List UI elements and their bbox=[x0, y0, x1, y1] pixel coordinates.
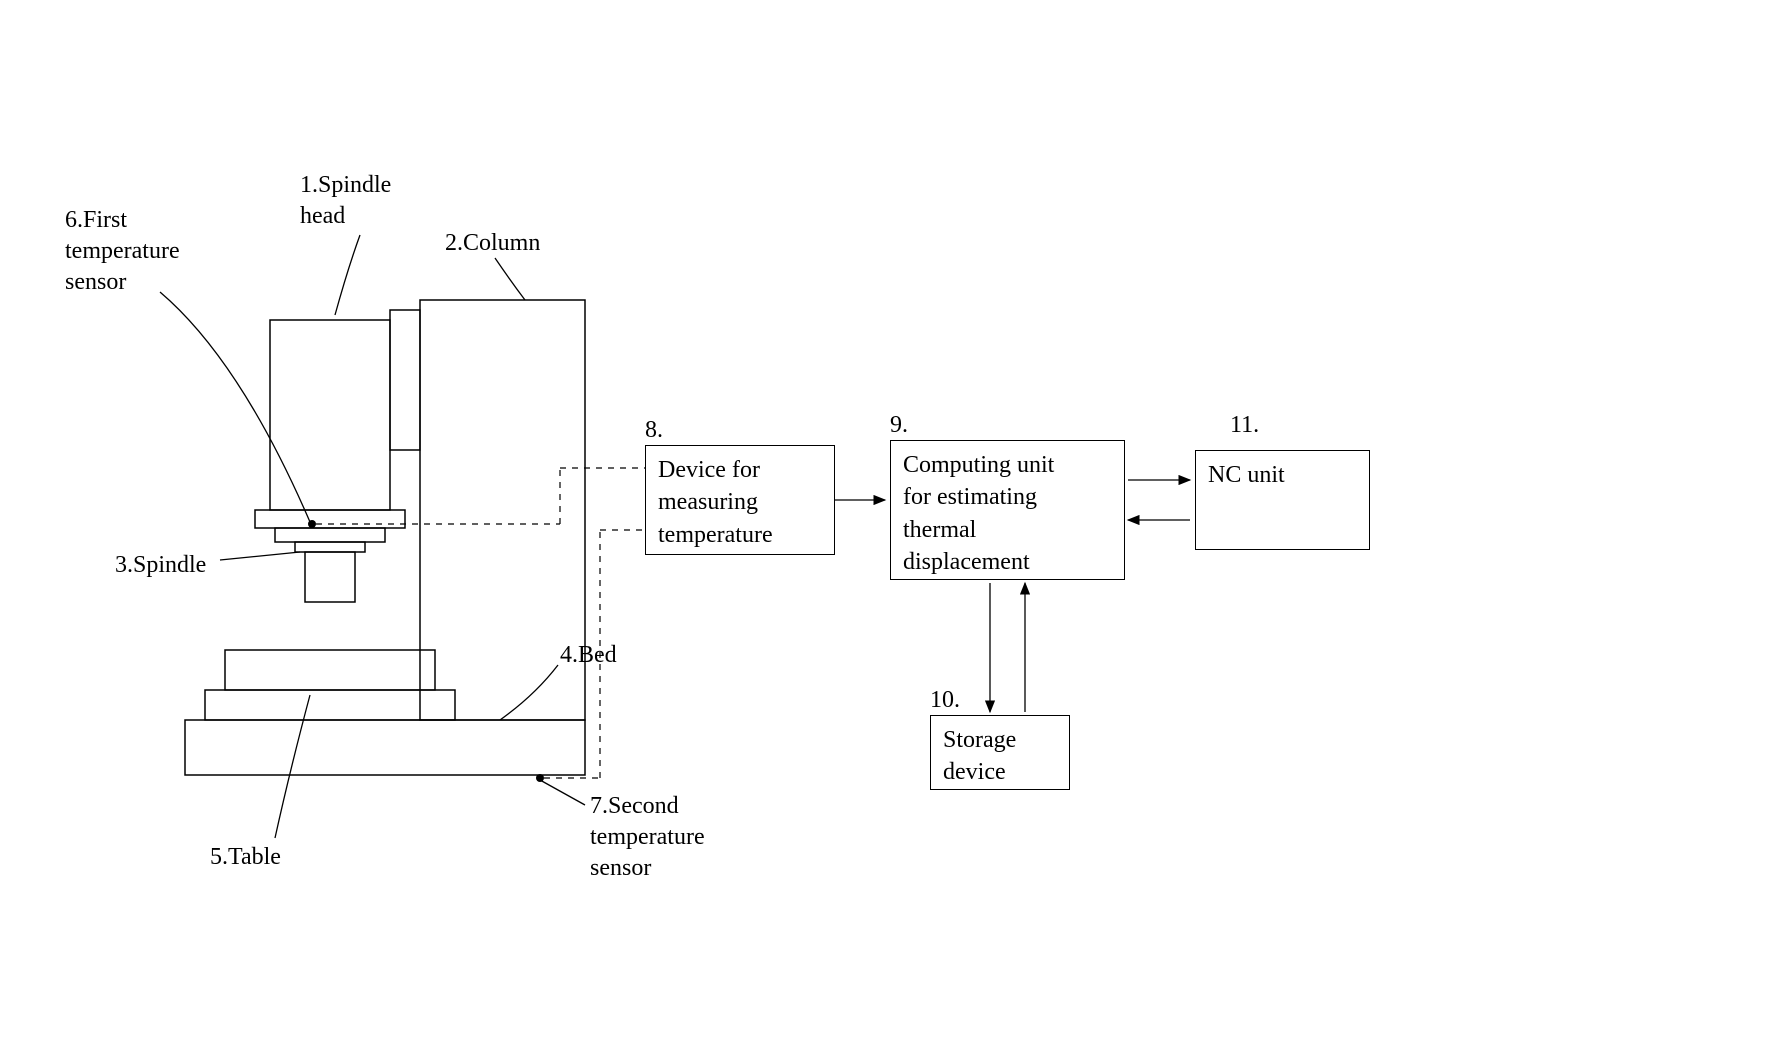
box-nc-unit: NC unit bbox=[1195, 450, 1370, 550]
label-first-sensor: 6.Firsttemperaturesensor bbox=[65, 205, 180, 299]
label-storage-num: 10. bbox=[930, 685, 960, 716]
label-computing-unit-num: 9. bbox=[890, 410, 908, 441]
box-computing-unit: Computing unitfor estimatingthermaldispl… bbox=[890, 440, 1125, 580]
label-bed: 4.Bed bbox=[560, 640, 617, 671]
label-spindle: 3.Spindle bbox=[115, 550, 206, 581]
box-device-measuring: Device formeasuringtemperature bbox=[645, 445, 835, 555]
sensor-dots bbox=[308, 520, 544, 782]
machine-drawing bbox=[185, 300, 585, 775]
label-nc-unit-num: 11. bbox=[1230, 410, 1259, 441]
label-device-meas-num: 8. bbox=[645, 415, 663, 446]
label-table: 5.Table bbox=[210, 842, 281, 873]
label-column: 2.Column bbox=[445, 228, 540, 259]
label-second-sensor: 7.Secondtemperaturesensor bbox=[590, 791, 705, 885]
box-storage-device: Storagedevice bbox=[930, 715, 1070, 790]
sensor-wires bbox=[316, 468, 645, 778]
label-leaders bbox=[160, 235, 585, 838]
label-spindle-head: 1.Spindlehead bbox=[300, 170, 391, 232]
